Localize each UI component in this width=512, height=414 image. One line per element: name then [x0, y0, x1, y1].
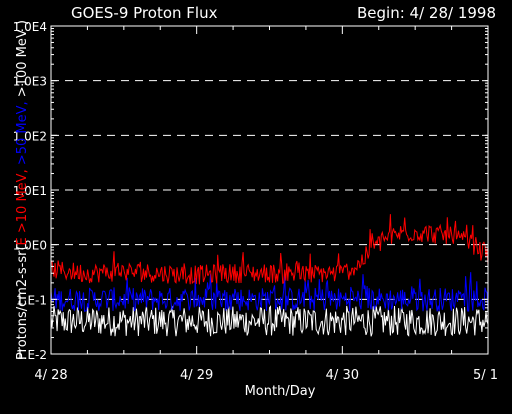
x-axis-label: Month/Day: [245, 384, 316, 399]
y-tick-label-1: 1.E-1: [16, 293, 47, 307]
chart-subtitle: Begin: 4/ 28/ 1998: [357, 4, 496, 22]
series-line-2: [50, 305, 489, 337]
y-tick-label-6: 1.0E4: [13, 20, 47, 34]
y-tick-label-4: 1.0E2: [13, 129, 47, 143]
y-axis-label-part-3: >100 MeV ): [15, 20, 30, 97]
x-axis: 4/ 28 4/ 29 4/ 30 5/ 1: [34, 26, 498, 383]
y-axis-label-part-1: E >10 MeV,: [15, 165, 30, 245]
y-tick-label-5: 1.0E3: [13, 75, 47, 89]
y-axis-label: Protons/cm2-s-sr(E >10 MeV, >50 MeV, >10…: [15, 20, 30, 360]
y-axis: 1.E-2 1.E-1 1.0E0 1.0E1 1.0E2 1.0E3 1.0E4: [13, 20, 488, 362]
series-layer: [50, 214, 489, 337]
x-tick-label-3: 5/ 1: [473, 368, 498, 383]
series-line-0: [50, 214, 489, 285]
y-tick-label-0: 1.E-2: [16, 348, 47, 362]
x-tick-label-0: 4/ 28: [34, 368, 67, 383]
chart-title: GOES-9 Proton Flux: [71, 4, 218, 22]
y-axis-label-part-2: >50 MeV,: [15, 97, 30, 165]
series-line-1: [50, 272, 489, 312]
x-tick-label-2: 4/ 30: [326, 368, 359, 383]
x-tick-label-1: 4/ 29: [180, 368, 213, 383]
y-tick-label-3: 1.0E1: [13, 184, 47, 198]
y-tick-label-2: 1.0E0: [13, 239, 47, 253]
y-axis-label-part-0: Protons/cm2-s-sr(: [15, 245, 30, 360]
